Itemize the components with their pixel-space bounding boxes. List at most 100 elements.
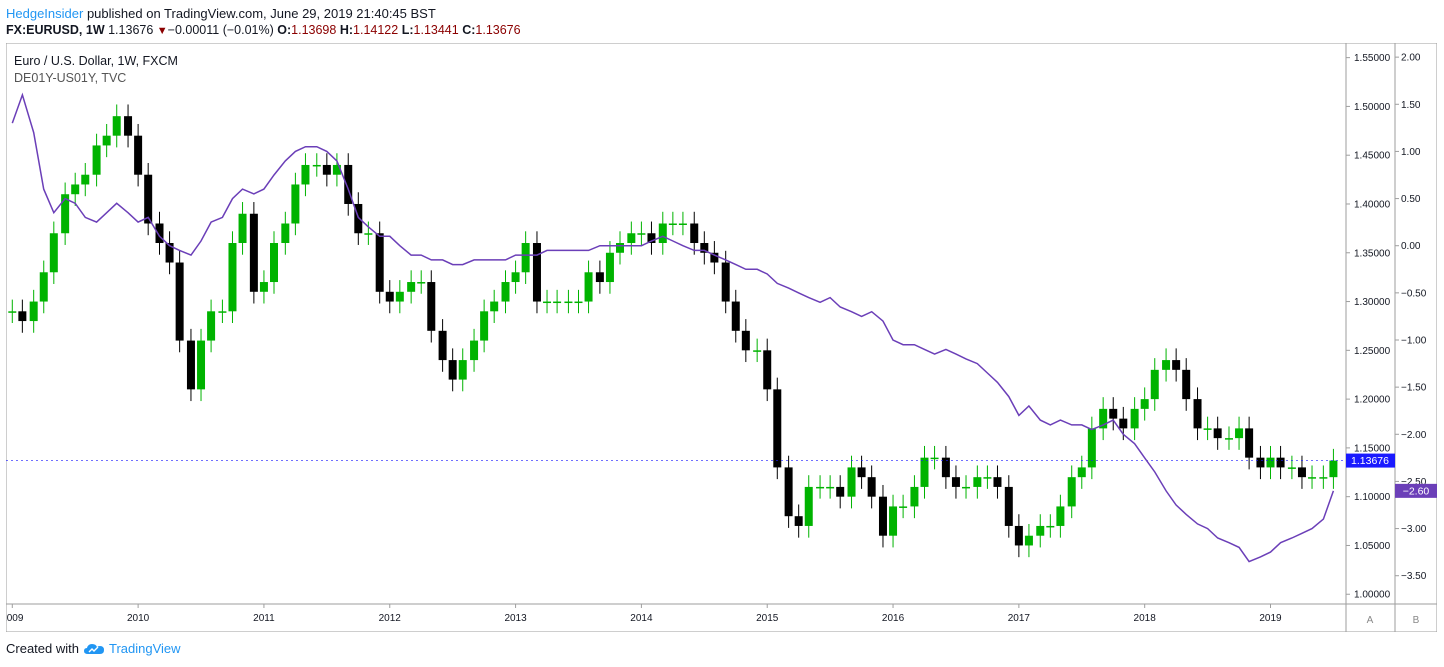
candle-body: [490, 301, 499, 312]
left-tick-label: 2.00: [1401, 53, 1421, 64]
candle-body: [784, 467, 793, 517]
left-tick-label: 1.00: [1401, 147, 1421, 158]
left-tick-label: 1.50: [1401, 100, 1421, 111]
candle-body: [584, 272, 593, 302]
candle-body: [668, 223, 677, 225]
candle-body: [18, 311, 27, 322]
right-tick-label: 1.15000: [1354, 443, 1391, 454]
tradingview-brand-link[interactable]: TradingView: [108, 641, 181, 656]
candle-body: [165, 243, 174, 263]
candle-body: [1319, 477, 1328, 479]
candle-body: [322, 164, 331, 175]
candle-body: [574, 301, 583, 304]
candle-body: [1276, 457, 1285, 468]
candle-body: [332, 164, 341, 175]
candle-body: [144, 174, 153, 224]
right-tick-label: 1.05000: [1354, 541, 1391, 552]
left-tick-label: 0.00: [1401, 241, 1421, 252]
time-tick-label: 2019: [1259, 613, 1282, 624]
candle-body: [553, 301, 562, 304]
candle-body: [1150, 369, 1159, 400]
scale-a-toggle[interactable]: A: [1367, 615, 1374, 626]
left-axis-ticks: 2.00 1.50 1.00 0.50 0.00 −0.50 −1.00 −1.50 −2.00…: [1395, 53, 1427, 582]
candle-body: [847, 467, 856, 497]
candle-body: [1024, 535, 1033, 546]
time-tick-label: 2011: [253, 613, 275, 624]
left-tick-label: −1.50: [1401, 383, 1427, 394]
left-spread-scale[interactable]: [1394, 42, 1438, 605]
right-tick-label: 1.40000: [1354, 199, 1391, 210]
candle-body: [1329, 460, 1338, 478]
publish-info: HedgeInsider published on TradingView.co…: [6, 6, 436, 21]
candle-body: [1162, 360, 1171, 370]
chart-svg[interactable]: 1.55000 1.50000 1.45000 1.40000 1.35000 1.300…: [1, 42, 1438, 633]
time-tick-label: 2015: [756, 613, 779, 624]
candle-body: [973, 477, 982, 487]
candle-body: [889, 506, 898, 536]
plot-area[interactable]: [5, 42, 1347, 605]
right-tick-label: 1.20000: [1354, 395, 1391, 406]
candle-body: [407, 282, 416, 292]
candle-body: [511, 272, 520, 283]
candle-body: [427, 282, 436, 331]
candle-body: [826, 486, 835, 489]
candle-body: [448, 360, 457, 380]
candle-body: [480, 311, 489, 341]
candle-body: [731, 301, 740, 331]
candle-series: [6, 104, 1346, 558]
candle-body: [595, 272, 604, 283]
left-tick-label: 0.50: [1401, 194, 1421, 205]
candle-body: [354, 203, 363, 234]
scale-b-toggle[interactable]: B: [1413, 615, 1420, 626]
candle-body: [375, 233, 384, 292]
right-price-scale[interactable]: [1345, 42, 1396, 605]
candle-body: [804, 486, 813, 526]
footer: Created with TradingView: [6, 641, 181, 656]
candle-body: [155, 223, 164, 244]
candle-body: [1056, 506, 1065, 526]
candle-body: [993, 477, 1002, 487]
created-with-text: Created with: [6, 641, 79, 656]
candle-body: [291, 184, 300, 224]
candle-body: [207, 311, 216, 341]
candle-body: [521, 243, 530, 273]
candle-body: [941, 457, 950, 478]
right-tick-label: 1.25000: [1354, 346, 1391, 357]
time-tick-label: 2018: [1134, 613, 1157, 624]
candle-body: [543, 301, 552, 304]
right-tick-label: 1.10000: [1354, 492, 1391, 503]
legend-overlay: DE01Y-US01Y, TVC: [14, 71, 126, 85]
published-text: published on TradingView.com, June 29, 2…: [86, 6, 436, 21]
candle-body: [270, 243, 278, 283]
candle-body: [564, 301, 573, 304]
scale-corner-a: [1345, 603, 1396, 633]
symbol-label: FX:EURUSD, 1W: [6, 23, 105, 37]
candle-body: [1256, 457, 1265, 468]
candle-body: [678, 223, 687, 225]
author-link[interactable]: HedgeInsider: [6, 6, 84, 21]
candle-body: [385, 291, 394, 302]
candle-body: [61, 194, 70, 234]
open-label: O:: [277, 23, 292, 37]
chart-frame[interactable]: 1.55000 1.50000 1.45000 1.40000 1.35000 1.300…: [1, 42, 1438, 633]
time-axis[interactable]: [5, 603, 1347, 633]
time-tick-label: 2009: [6, 613, 24, 624]
candle-body: [1046, 525, 1055, 528]
candle-body: [249, 213, 258, 292]
candle-body: [794, 516, 803, 526]
open-value: 1.13698: [291, 23, 337, 37]
candle-body: [1266, 457, 1275, 468]
candle-body: [501, 282, 510, 302]
candle-body: [259, 282, 268, 292]
candle-body: [605, 252, 614, 283]
candle-body: [102, 135, 111, 146]
left-tick-label: −2.50: [1401, 477, 1427, 488]
candle-body: [134, 135, 143, 175]
price-change: −0.00011 (−0.01%): [167, 23, 274, 37]
candle-body: [1224, 438, 1233, 440]
candle-body: [983, 477, 992, 479]
time-tick-label: 2013: [504, 613, 527, 624]
candle-body: [312, 164, 321, 167]
candle-body: [1077, 467, 1086, 478]
candle-body: [49, 233, 58, 273]
